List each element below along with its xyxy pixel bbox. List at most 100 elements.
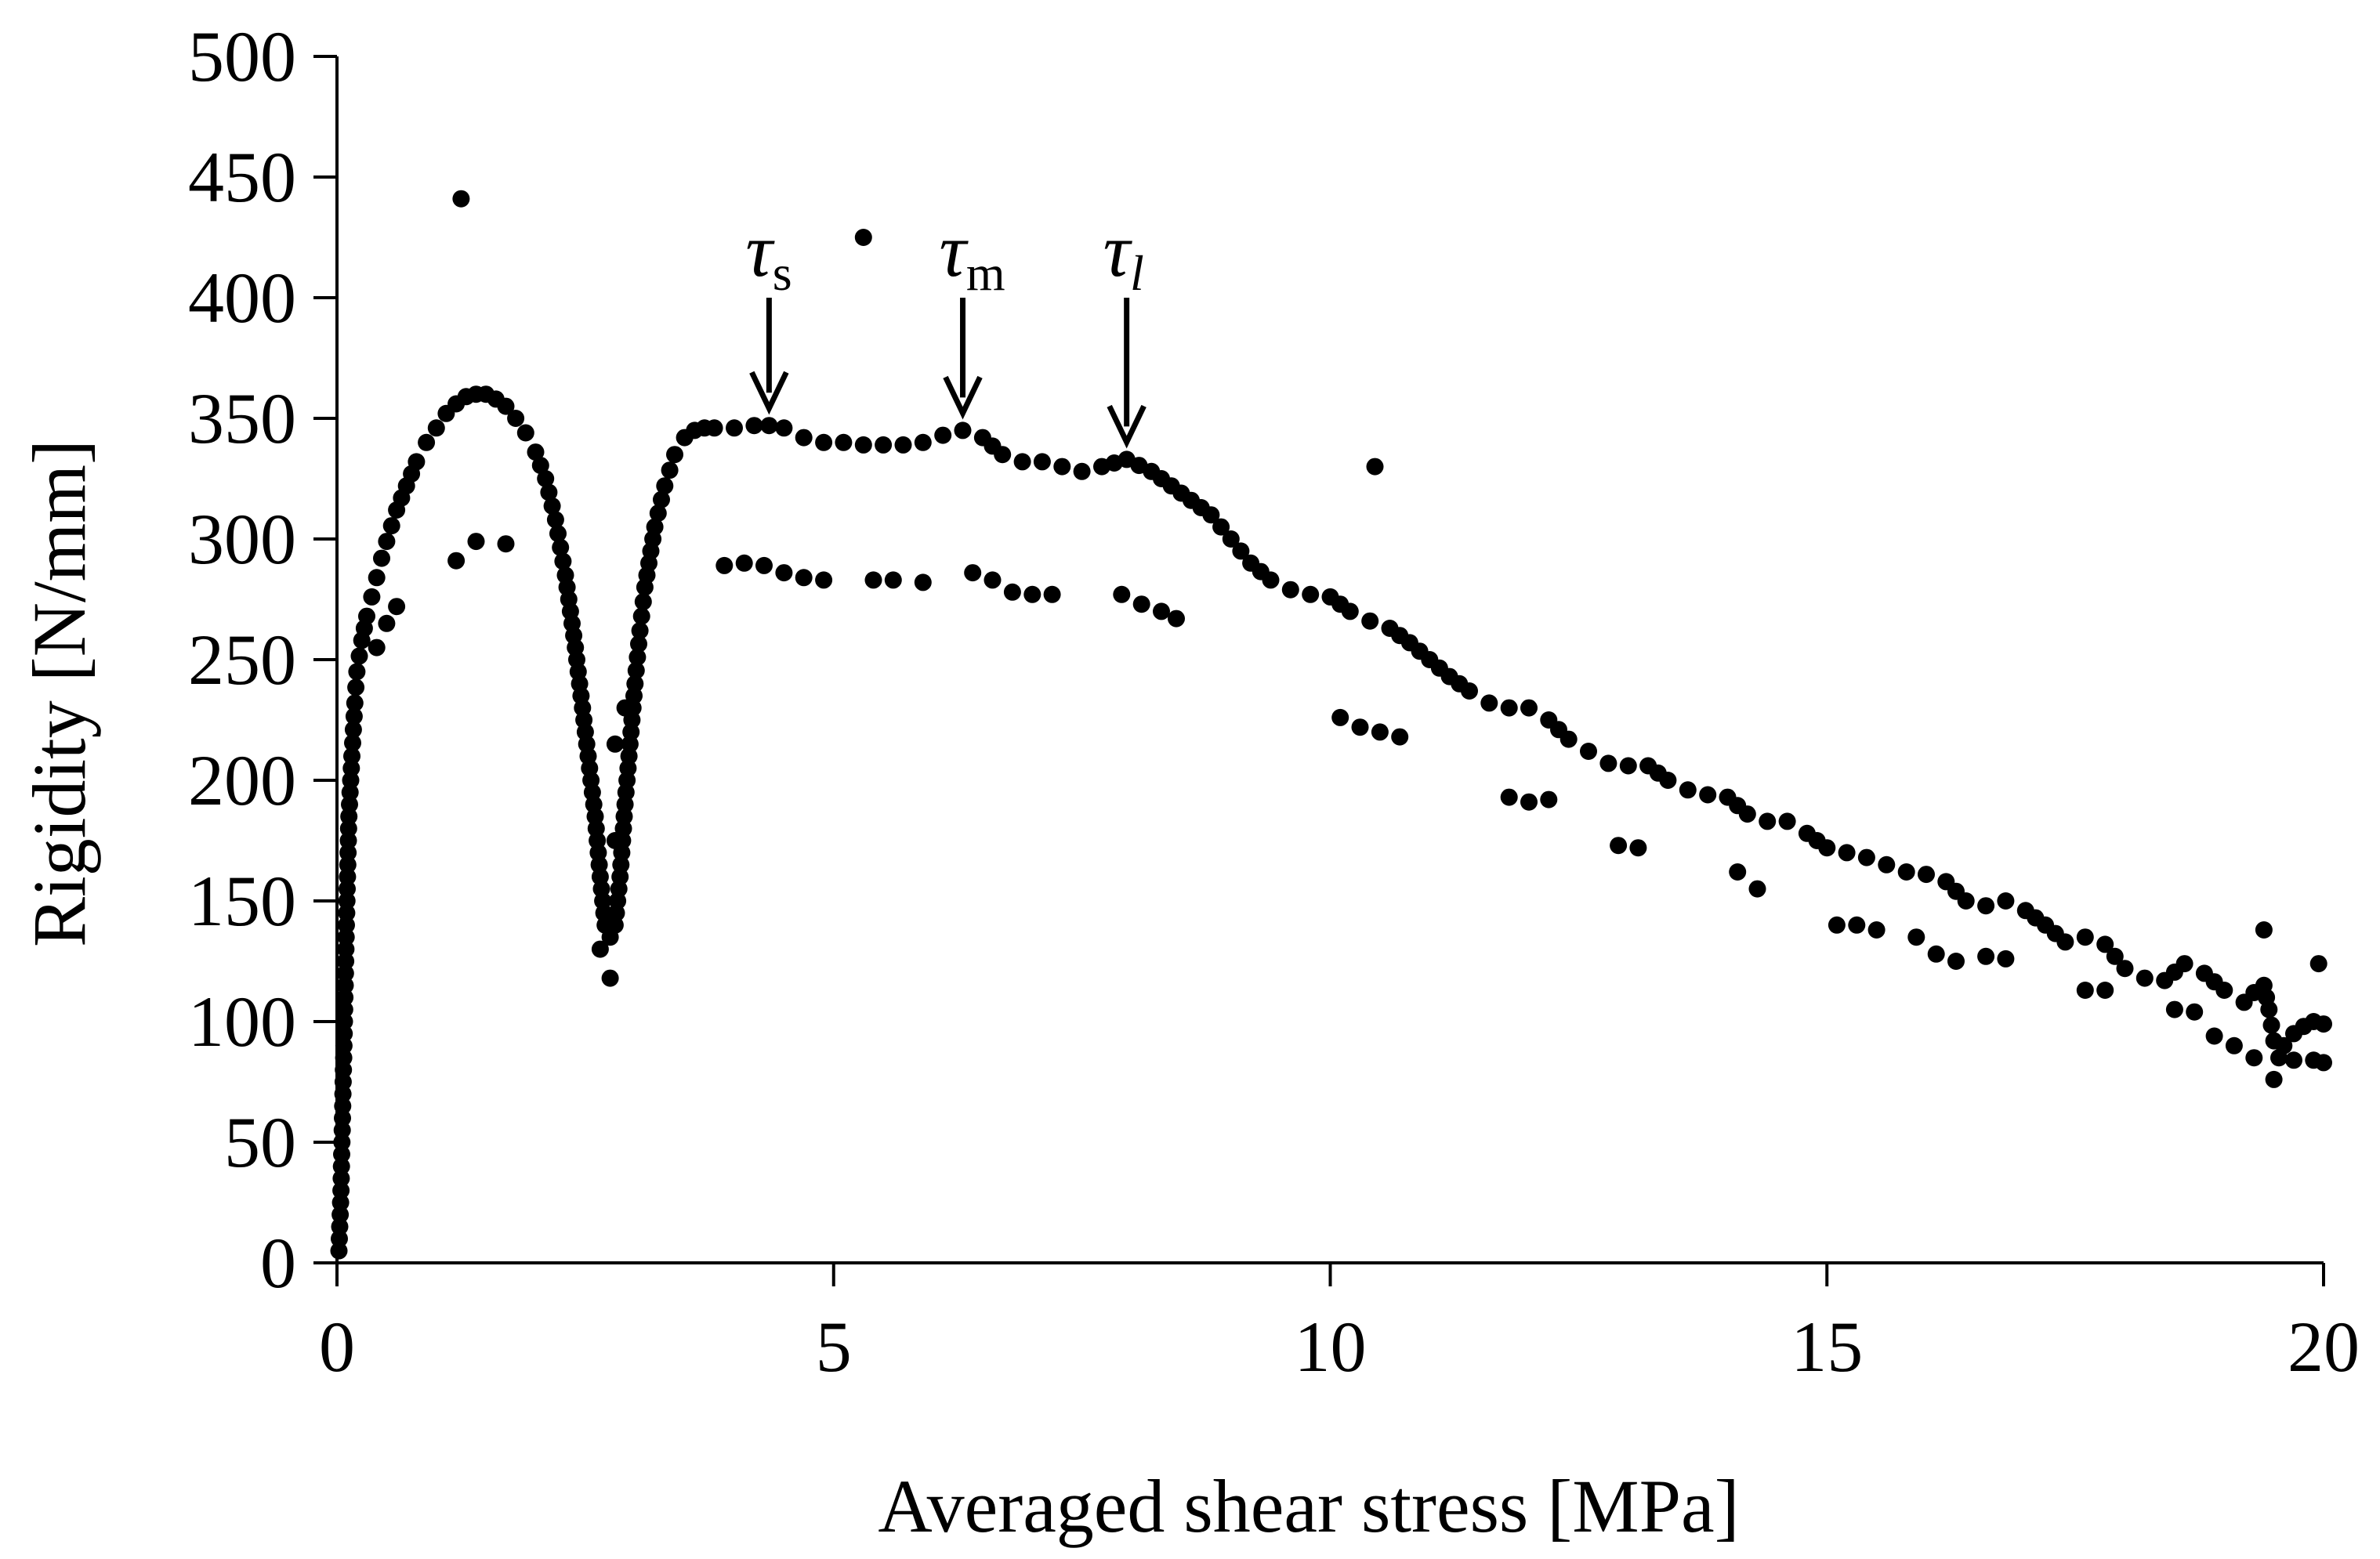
data-point — [1997, 892, 2015, 910]
data-point — [1331, 708, 1349, 726]
data-point — [1132, 595, 1150, 613]
data-point — [1947, 953, 1965, 970]
arrow-head — [943, 375, 983, 420]
arrow-head — [749, 371, 789, 415]
data-point — [2255, 921, 2273, 939]
data-point — [335, 1061, 353, 1079]
data-point — [1341, 602, 1359, 620]
data-point — [1366, 458, 1384, 476]
data-point — [1371, 723, 1389, 741]
data-point — [1838, 844, 1856, 862]
data-point — [2135, 969, 2154, 987]
annotations: τs τm τl — [745, 208, 1147, 449]
data-point — [335, 1000, 353, 1018]
data-point — [1918, 866, 1935, 884]
data-point — [341, 795, 358, 813]
data-point — [1599, 754, 1617, 772]
data-point — [336, 976, 354, 994]
data-point — [418, 433, 436, 451]
y-axis-title: Rigidity [N/mm] — [17, 439, 101, 947]
arrow-head — [1107, 404, 1147, 449]
data-point — [854, 436, 872, 454]
data-point — [2106, 947, 2124, 965]
data-point — [815, 433, 833, 451]
data-point — [1659, 772, 1677, 789]
data-point — [388, 598, 406, 616]
data-point — [656, 477, 674, 495]
data-point — [1461, 682, 1478, 700]
data-point — [1857, 848, 1875, 866]
data-point — [344, 721, 362, 739]
data-point — [333, 1134, 351, 1151]
data-point — [378, 533, 396, 551]
data-point — [2245, 1049, 2263, 1067]
data-point — [531, 457, 549, 475]
data-point — [606, 832, 624, 849]
data-point — [705, 419, 723, 437]
data-point — [1778, 812, 1796, 830]
data-point — [347, 678, 365, 696]
data-point — [1053, 458, 1071, 476]
data-point — [339, 880, 356, 898]
data-point — [1699, 786, 1717, 804]
data-point — [497, 397, 515, 415]
data-point — [984, 571, 1002, 589]
data-point — [330, 1242, 348, 1260]
data-point — [1023, 585, 1041, 603]
data-point — [2315, 1015, 2332, 1033]
data-point — [1818, 839, 1836, 857]
data-point — [543, 497, 561, 515]
data-point — [339, 844, 357, 862]
tau-label: τs — [745, 208, 792, 301]
annotation-m: τm — [940, 208, 1005, 420]
data-point — [378, 614, 396, 632]
data-point — [2096, 982, 2114, 999]
data-point — [934, 426, 952, 444]
data-point — [591, 940, 609, 958]
data-point — [1003, 583, 1021, 601]
y-tick-label: 0 — [260, 1223, 296, 1303]
data-point — [1878, 855, 1896, 874]
data-point — [630, 635, 647, 653]
data-point — [835, 433, 853, 451]
data-point — [954, 421, 972, 439]
data-point — [1500, 788, 1518, 806]
data-point — [346, 694, 364, 712]
data-point — [1610, 837, 1628, 855]
data-point — [2315, 1054, 2332, 1072]
data-point — [653, 490, 670, 508]
data-point — [631, 622, 649, 639]
data-point — [1748, 880, 1766, 898]
data-point — [2205, 1027, 2223, 1045]
data-point — [1540, 790, 1558, 808]
data-point — [735, 554, 753, 572]
data-point — [775, 564, 793, 582]
data-point — [554, 552, 572, 570]
data-point — [795, 569, 813, 587]
y-tick-label: 250 — [188, 620, 296, 700]
x-axis-title: Averaged shear stress [MPa] — [878, 1464, 1739, 1548]
data-point — [382, 517, 400, 535]
axes: 0 50 100 150 200 250 300 350 400 450 500 0 5 10 15 20 — [188, 16, 2360, 1387]
data-point — [601, 969, 619, 987]
data-point — [350, 647, 368, 665]
tau-label: τm — [940, 208, 1005, 301]
data-point — [875, 436, 893, 454]
data-point — [1202, 506, 1220, 524]
data-point — [332, 1181, 350, 1199]
data-point — [552, 538, 570, 556]
series-secondary — [368, 533, 2332, 1088]
data-point — [1073, 462, 1091, 480]
data-point — [634, 593, 652, 611]
data-point — [1927, 945, 1945, 963]
data-point — [427, 419, 445, 437]
data-point — [2262, 1016, 2280, 1034]
data-point — [755, 556, 773, 574]
data-point — [646, 518, 664, 536]
data-point — [334, 1109, 351, 1127]
data-point — [666, 446, 683, 464]
data-point — [1977, 947, 1995, 965]
data-point — [373, 549, 390, 567]
data-point — [627, 661, 645, 679]
data-point — [348, 663, 366, 681]
